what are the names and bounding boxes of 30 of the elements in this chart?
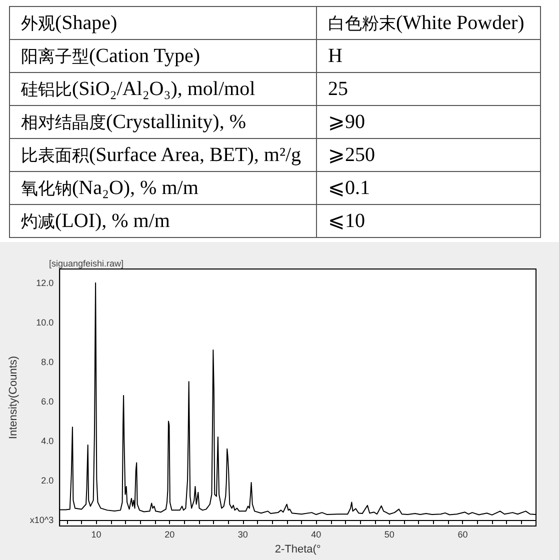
x-axis-title: 2-Theta(° — [274, 544, 321, 556]
y-tick-label: 6.0 — [41, 396, 54, 406]
text: 氧化钠(Na₂O), % m/m — [21, 176, 198, 198]
y-tick-label: 2.0 — [41, 476, 54, 486]
text: 硅铝比(SiO₂/Al₂O₃), mol/mol — [21, 78, 256, 100]
y-axis-title: Intensity(Counts) — [8, 356, 20, 440]
text: 白色粉末(White Powder) — [328, 12, 524, 34]
text: ⩾90 — [328, 110, 365, 132]
x-tick-label: 10 — [91, 530, 102, 540]
x-tick-label: 40 — [311, 530, 322, 540]
text: 灼减(LOI), % m/m — [21, 210, 170, 232]
x-tick-label: 30 — [238, 530, 248, 540]
text: ⩽10 — [328, 210, 365, 232]
y-tick-label: 8.0 — [41, 356, 54, 367]
y-tick-label: x10^3 — [30, 515, 54, 526]
text: H — [328, 44, 342, 66]
y-tick-label: 4.0 — [41, 436, 54, 446]
text: 相对结晶度(Crystallinity), % — [21, 110, 246, 132]
x-tick-label: 20 — [164, 530, 175, 540]
text: 外观(Shape) — [21, 12, 118, 34]
chart-title: [siguangfeishi.raw] — [49, 258, 124, 268]
text: ⩾250 — [328, 144, 375, 166]
x-tick-label: 50 — [384, 530, 394, 540]
text: ⩽0.1 — [328, 176, 370, 198]
y-tick-label: 10.0 — [36, 317, 54, 328]
y-tick-label: 12.0 — [36, 278, 54, 288]
text: 比表面积(Surface Area, BET), m²/g — [21, 144, 302, 166]
text: 25 — [328, 78, 348, 100]
x-tick-label: 60 — [458, 530, 468, 540]
text: 阳离子型(Cation Type) — [21, 44, 200, 66]
